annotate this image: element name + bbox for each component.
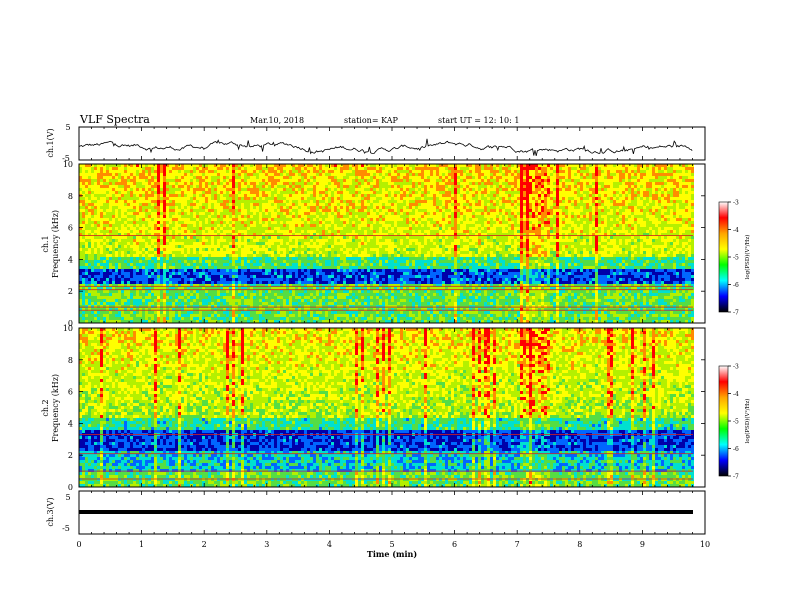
ch1-waveform-line: [78, 138, 693, 156]
freq-tick-label: 6: [68, 224, 73, 233]
colorbar-tick-label: -4: [733, 391, 739, 398]
colorbar-tick-label: -5: [733, 255, 739, 262]
time-tick-label: 7: [515, 540, 520, 549]
colorbar-tick-label: -7: [733, 474, 739, 481]
time-tick-label: 8: [577, 540, 582, 549]
ch1-spec-ylabel-channel: ch.1: [41, 235, 50, 252]
ch2-spec-ylabel-frequency: Frequency (kHz): [51, 374, 60, 442]
time-tick-label: 5: [389, 540, 394, 549]
ch2-freq-axis: 0 2 4 6 8 10: [63, 324, 705, 492]
freq-tick-label: 6: [68, 388, 73, 397]
ch2-spec-ylabel-channel: ch.2: [41, 399, 50, 416]
time-tick-label: 9: [640, 540, 645, 549]
ch3-ylabel: ch.3(V): [46, 497, 55, 526]
time-tick-label: 1: [139, 540, 144, 549]
colorbar-label: log(PSD)(V²/Hz): [744, 399, 751, 444]
freq-tick-label: 0: [68, 319, 73, 328]
freq-tick-label: 4: [68, 419, 73, 428]
time-tick-label: 10: [700, 540, 710, 549]
freq-tick-label: 2: [68, 451, 73, 460]
freq-tick-label: 4: [68, 255, 73, 264]
time-tick-label: 3: [264, 540, 269, 549]
colorbar-tick-label: -6: [733, 446, 739, 453]
time-tick-label: 2: [202, 540, 207, 549]
start-time-label: start UT = 12: 10: 1: [438, 116, 519, 125]
colorbar-gradient: [718, 201, 729, 313]
freq-tick-label: 8: [68, 192, 73, 201]
ch3-waveform-panel: 5 -5 ch.3(V): [46, 490, 706, 535]
time-axis-label: Time (min): [367, 549, 417, 559]
colorbar-tick-label: -3: [733, 200, 739, 207]
ch1-freq-axis: 0 2 4 6 8 10: [63, 160, 705, 328]
ch2-colorbar: -3 -4 -5 -6 -7 log(PSD)(V²/Hz): [718, 364, 751, 481]
colorbar-tick-label: -3: [733, 364, 739, 371]
chart-title: VLF Spectra: [79, 113, 150, 126]
ch3-ytick-top: 5: [65, 493, 70, 502]
date-label: Mar.10, 2018: [250, 116, 304, 125]
colorbar-tick-label: -4: [733, 227, 739, 234]
ch1-ylabel: ch.1(V): [46, 128, 55, 157]
time-axis: 0 1 2 3 4 5 6 7 8 9 10: [76, 127, 710, 549]
ch2-spectrogram-panel: 0 2 4 6 8 10 ch.2 Frequency (kHz): [41, 324, 706, 492]
ch3-ytick-bottom: -5: [62, 524, 70, 533]
ch1-ytick-bottom: -5: [62, 154, 70, 163]
time-tick-label: 0: [76, 540, 81, 549]
colorbar-tick-label: -7: [733, 310, 739, 317]
freq-tick-label: 10: [63, 160, 73, 169]
colorbar-gradient: [718, 365, 729, 477]
ch1-waveform-frame: [78, 126, 706, 161]
ch1-colorbar: -3 -4 -5 -6 -7 log(PSD)(V²/Hz): [718, 200, 751, 317]
colorbar-tick-label: -5: [733, 419, 739, 426]
time-tick-label: 4: [327, 540, 332, 549]
ch2-spectrogram-image: [79, 328, 694, 487]
ch1-spec-ylabel-frequency: Frequency (kHz): [51, 210, 60, 278]
colorbar-label: log(PSD)(V²/Hz): [744, 235, 751, 280]
freq-tick-label: 0: [68, 483, 73, 492]
ch1-spectrogram-panel: 0 2 4 6 8 10 ch.1 Frequency (kHz): [41, 160, 706, 328]
station-label: station= KAP: [344, 116, 399, 125]
ch1-spectrogram-image: [79, 164, 694, 323]
freq-tick-label: 8: [68, 356, 73, 365]
ch1-ytick-top: 5: [65, 123, 70, 132]
ch1-waveform-panel: 5 -5 ch.1(V): [46, 123, 706, 163]
freq-tick-label: 2: [68, 287, 73, 296]
colorbar-tick-label: -6: [733, 282, 739, 289]
time-tick-label: 6: [452, 540, 457, 549]
freq-tick-label: 10: [63, 324, 73, 333]
